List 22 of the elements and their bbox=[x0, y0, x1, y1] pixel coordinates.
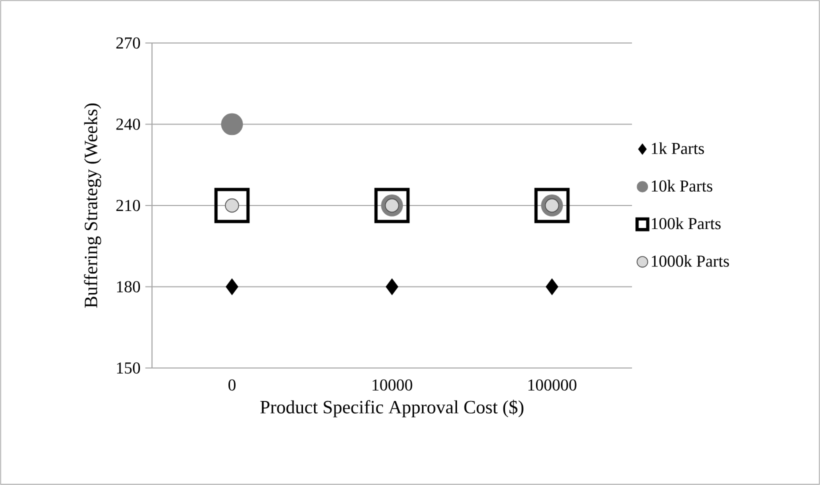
y-tick-label: 270 bbox=[116, 37, 140, 49]
point bbox=[224, 198, 240, 213]
point bbox=[221, 113, 243, 136]
point bbox=[226, 278, 238, 296]
point bbox=[546, 278, 558, 296]
legend-label: 1000k Parts bbox=[652, 255, 729, 267]
point bbox=[214, 188, 250, 224]
y-tick-label: 240 bbox=[116, 118, 140, 130]
point bbox=[534, 188, 570, 224]
x-tick-label: 10000 bbox=[372, 379, 412, 391]
x-axis-title: Product Specific Approval Cost ($) bbox=[260, 400, 524, 418]
legend-label: 1k Parts bbox=[652, 142, 704, 154]
y-tick-label: 180 bbox=[117, 281, 140, 292]
y-axis-title: Buffering Strategy (Weeks) bbox=[84, 104, 102, 308]
x-tick-label: 0 bbox=[228, 379, 236, 391]
y-tick-label: 210 bbox=[116, 200, 140, 212]
point bbox=[386, 278, 398, 296]
y-tick-label: 150 bbox=[117, 362, 140, 374]
x-tick-label: 100000 bbox=[528, 379, 576, 391]
point bbox=[374, 188, 410, 224]
legend-label: 10k Parts bbox=[652, 180, 712, 192]
legend-label: 100k Parts bbox=[652, 218, 721, 230]
